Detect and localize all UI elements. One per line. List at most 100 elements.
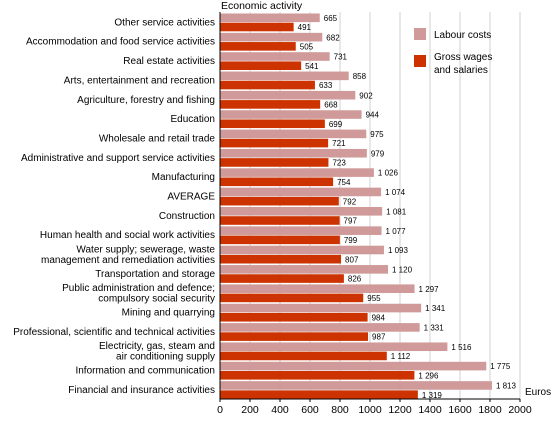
data-label-labour-costs-13: 1 120 (392, 265, 413, 274)
data-label-labour-costs-7: 979 (371, 149, 385, 158)
data-label-gross-wages-13: 826 (348, 275, 362, 284)
x-tick-label-1400: 1400 (418, 404, 442, 416)
bar-gross-wages-0 (220, 22, 294, 32)
data-label-gross-wages-19: 1 319 (422, 391, 443, 400)
x-tick-label-600: 600 (301, 404, 319, 416)
bar-labour-costs-14 (220, 284, 415, 293)
data-label-gross-wages-16: 987 (372, 333, 386, 342)
bar-gross-wages-2 (220, 61, 302, 70)
legend-swatch-labour-costs (414, 28, 426, 40)
bar-gross-wages-16 (220, 332, 369, 341)
bar-gross-wages-1 (220, 42, 296, 51)
x-axis-label: Euros (525, 387, 551, 398)
category-label-18: Information and communication (75, 366, 215, 377)
bar-gross-wages-15 (220, 312, 368, 322)
bar-gross-wages-19 (220, 390, 418, 399)
data-label-labour-costs-11: 1 077 (386, 227, 407, 236)
data-label-labour-costs-3: 858 (353, 72, 367, 81)
bar-gross-wages-13 (220, 274, 344, 283)
bar-gross-wages-5 (220, 119, 325, 129)
bar-labour-costs-6 (220, 129, 367, 139)
data-label-labour-costs-15: 1 341 (425, 304, 446, 313)
bar-labour-costs-5 (220, 110, 362, 119)
data-label-gross-wages-15: 984 (372, 313, 386, 322)
category-label-2: Real estate activities (123, 56, 215, 67)
x-tick-label-400: 400 (271, 404, 289, 416)
bar-gross-wages-12 (220, 254, 342, 264)
data-label-labour-costs-18: 1 775 (490, 362, 511, 371)
x-tick-label-1200: 1200 (388, 404, 412, 416)
bar-labour-costs-13 (220, 265, 388, 274)
data-label-gross-wages-3: 633 (319, 81, 333, 90)
data-label-labour-costs-10: 1 081 (386, 207, 407, 216)
bar-labour-costs-2 (220, 52, 330, 61)
bar-gross-wages-4 (220, 100, 321, 109)
data-label-gross-wages-8: 754 (337, 178, 351, 187)
category-label-1: Accommodation and food service activitie… (26, 37, 215, 48)
x-tick-label-800: 800 (331, 404, 349, 416)
data-label-labour-costs-17: 1 516 (451, 343, 472, 352)
legend-swatch-gross-wages (414, 55, 426, 67)
bar-gross-wages-14 (220, 293, 364, 303)
category-label-14: Public administration and defence; compul… (62, 283, 215, 305)
data-label-gross-wages-7: 723 (332, 159, 346, 168)
x-tick-label-1000: 1000 (358, 404, 382, 416)
data-label-gross-wages-14: 955 (367, 294, 381, 303)
bar-labour-costs-11 (220, 226, 382, 235)
data-label-labour-costs-16: 1 331 (424, 324, 445, 333)
data-label-gross-wages-18: 1 296 (418, 371, 439, 380)
data-label-gross-wages-17: 1 112 (391, 352, 411, 361)
legend-label-labour-costs: Labour costs (434, 30, 491, 41)
data-label-labour-costs-4: 902 (359, 91, 373, 100)
bar-labour-costs-15 (220, 303, 422, 313)
data-label-gross-wages-11: 799 (344, 236, 358, 245)
data-label-gross-wages-1: 505 (300, 42, 314, 51)
data-label-gross-wages-5: 699 (329, 120, 343, 129)
data-label-labour-costs-14: 1 297 (419, 285, 440, 294)
x-tick-label-200: 200 (241, 404, 259, 416)
bar-gross-wages-18 (220, 371, 415, 380)
x-tick-label-0: 0 (217, 404, 223, 416)
category-label-0: Other service activities (114, 17, 215, 28)
bar-labour-costs-8 (220, 168, 374, 177)
bar-labour-costs-1 (220, 32, 323, 42)
bar-labour-costs-7 (220, 148, 367, 158)
bar-labour-costs-9 (220, 187, 382, 197)
category-label-17: Electricity, gas, steam and air condition… (99, 341, 215, 363)
bar-labour-costs-3 (220, 71, 349, 81)
x-tick-label-2000: 2000 (508, 404, 532, 416)
bar-gross-wages-8 (220, 177, 334, 187)
category-label-13: Transportation and storage (95, 269, 215, 280)
bar-labour-costs-17 (220, 342, 448, 352)
data-label-labour-costs-5: 944 (366, 111, 380, 120)
category-label-12: Water supply; sewerage, waste management … (41, 244, 215, 266)
data-label-gross-wages-2: 541 (305, 62, 319, 71)
legend-label-gross-wages: Gross wages and salaries (434, 52, 492, 76)
category-label-8: Manufacturing (152, 172, 215, 183)
category-label-5: Education (171, 114, 215, 125)
data-label-labour-costs-8: 1 026 (378, 169, 399, 178)
category-label-11: Human health and social work activities (40, 230, 215, 241)
category-label-10: Construction (159, 211, 215, 222)
x-tick-label-1800: 1800 (478, 404, 502, 416)
bar-labour-costs-18 (220, 361, 487, 371)
category-label-15: Mining and quarrying (122, 308, 215, 319)
data-label-gross-wages-0: 491 (298, 23, 312, 32)
category-label-3: Arts, entertainment and recreation (64, 75, 215, 86)
bar-gross-wages-11 (220, 235, 340, 245)
category-label-7: Administrative and support service activ… (21, 153, 215, 164)
bar-gross-wages-6 (220, 138, 329, 148)
category-label-9: AVERAGE (167, 192, 215, 203)
data-label-gross-wages-10: 797 (344, 217, 358, 226)
data-label-labour-costs-6: 975 (370, 130, 384, 139)
bar-labour-costs-10 (220, 207, 383, 216)
data-label-labour-costs-2: 731 (334, 53, 348, 62)
category-label-4: Agriculture, forestry and fishing (77, 95, 215, 106)
bar-labour-costs-12 (220, 245, 384, 255)
category-label-19: Financial and insurance activities (68, 385, 215, 396)
chart-title: Economic activity (221, 0, 303, 12)
x-tick-label-1600: 1600 (448, 404, 472, 416)
data-label-gross-wages-6: 721 (332, 139, 346, 148)
data-label-labour-costs-0: 665 (324, 14, 338, 23)
